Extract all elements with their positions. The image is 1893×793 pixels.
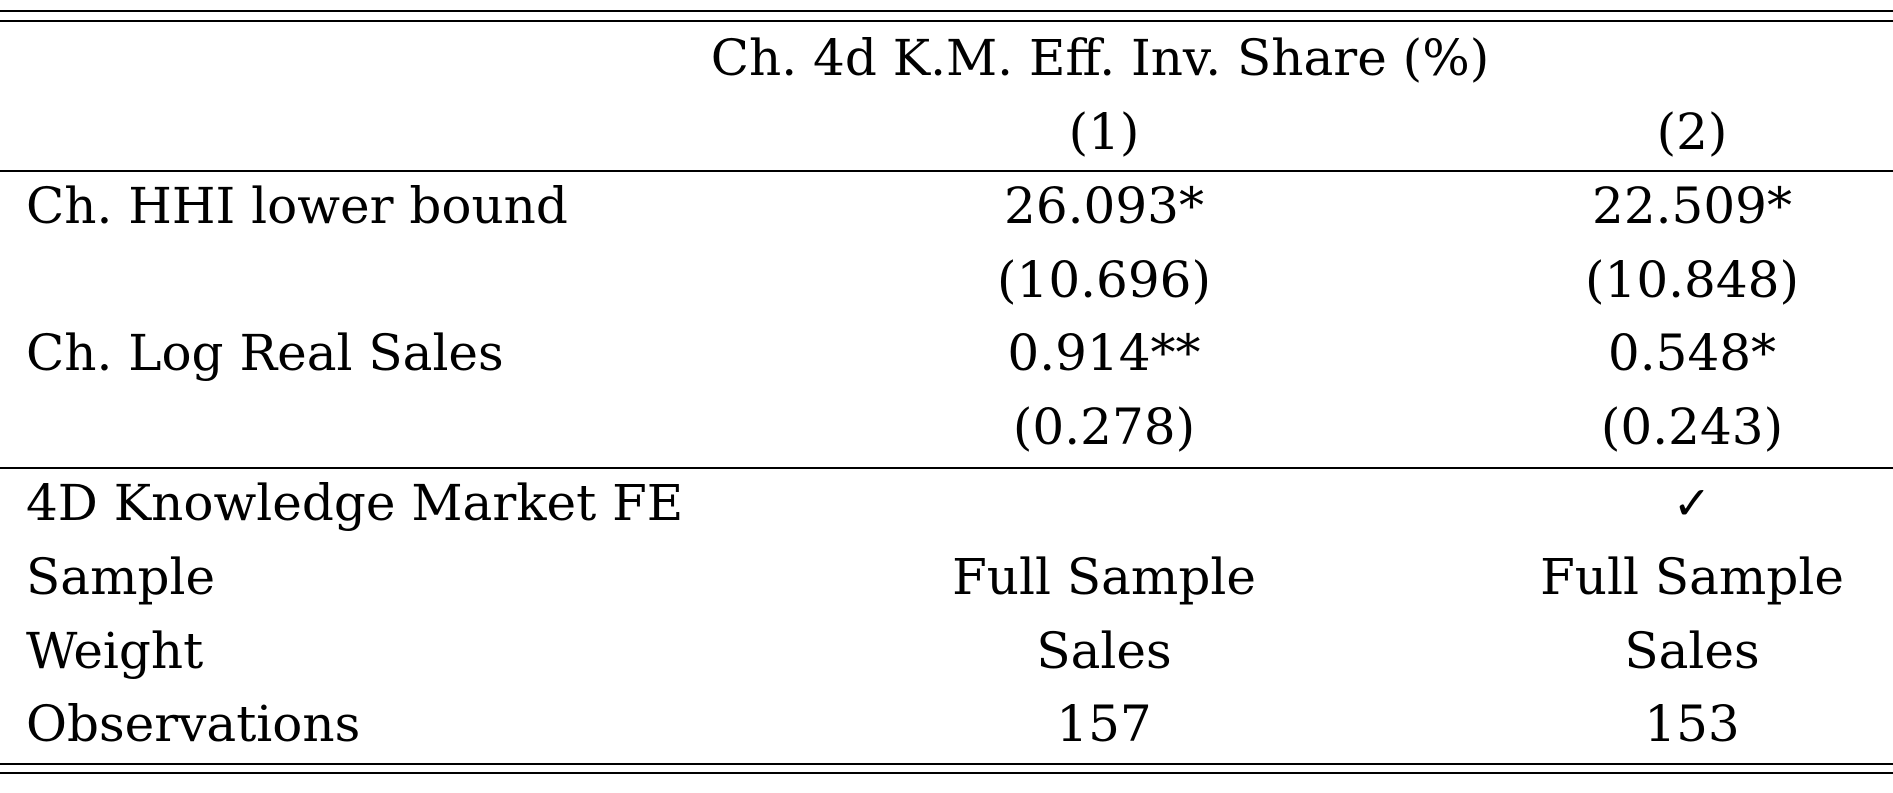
sample-col1: Full Sample — [952, 548, 1256, 606]
coef-hhi-col2: 22.509* — [1592, 177, 1792, 235]
se-hhi-col1: (10.696) — [997, 251, 1211, 309]
bottom-rule-inner — [0, 763, 1893, 765]
sample-col2: Full Sample — [1540, 548, 1844, 606]
fe-col1 — [904, 473, 1304, 533]
se-log-sales-col1: (0.278) — [1012, 398, 1196, 456]
header-rule — [0, 170, 1893, 172]
weight-col1: Sales — [1036, 622, 1172, 680]
row-label-fe: 4D Knowledge Market FE — [26, 474, 684, 532]
checkmark-icon: ✓ — [1672, 476, 1712, 530]
bottom-rule-outer — [0, 772, 1893, 774]
top-rule-inner — [0, 20, 1893, 22]
coef-log-sales-col1: 0.914** — [1007, 324, 1201, 382]
se-hhi-col2: (10.848) — [1585, 251, 1799, 309]
weight-col2: Sales — [1624, 622, 1760, 680]
row-label-sample: Sample — [26, 548, 216, 606]
row-label-weight: Weight — [26, 622, 204, 680]
coef-hhi-col1: 26.093* — [1004, 177, 1204, 235]
row-label-log-sales: Ch. Log Real Sales — [26, 324, 504, 382]
dependent-variable-header: Ch. 4d K.M. Eff. Inv. Share (%) — [710, 29, 1490, 87]
observations-col1: 157 — [1056, 695, 1152, 753]
column-header-1: (1) — [1068, 103, 1140, 161]
coef-log-sales-col2: 0.548* — [1607, 324, 1777, 382]
row-label-observations: Observations — [26, 695, 361, 753]
row-label-hhi: Ch. HHI lower bound — [26, 177, 568, 235]
top-rule-outer — [0, 10, 1893, 12]
body-rule — [0, 467, 1893, 469]
se-log-sales-col2: (0.243) — [1600, 398, 1784, 456]
observations-col2: 153 — [1644, 695, 1740, 753]
column-header-2: (2) — [1656, 103, 1728, 161]
